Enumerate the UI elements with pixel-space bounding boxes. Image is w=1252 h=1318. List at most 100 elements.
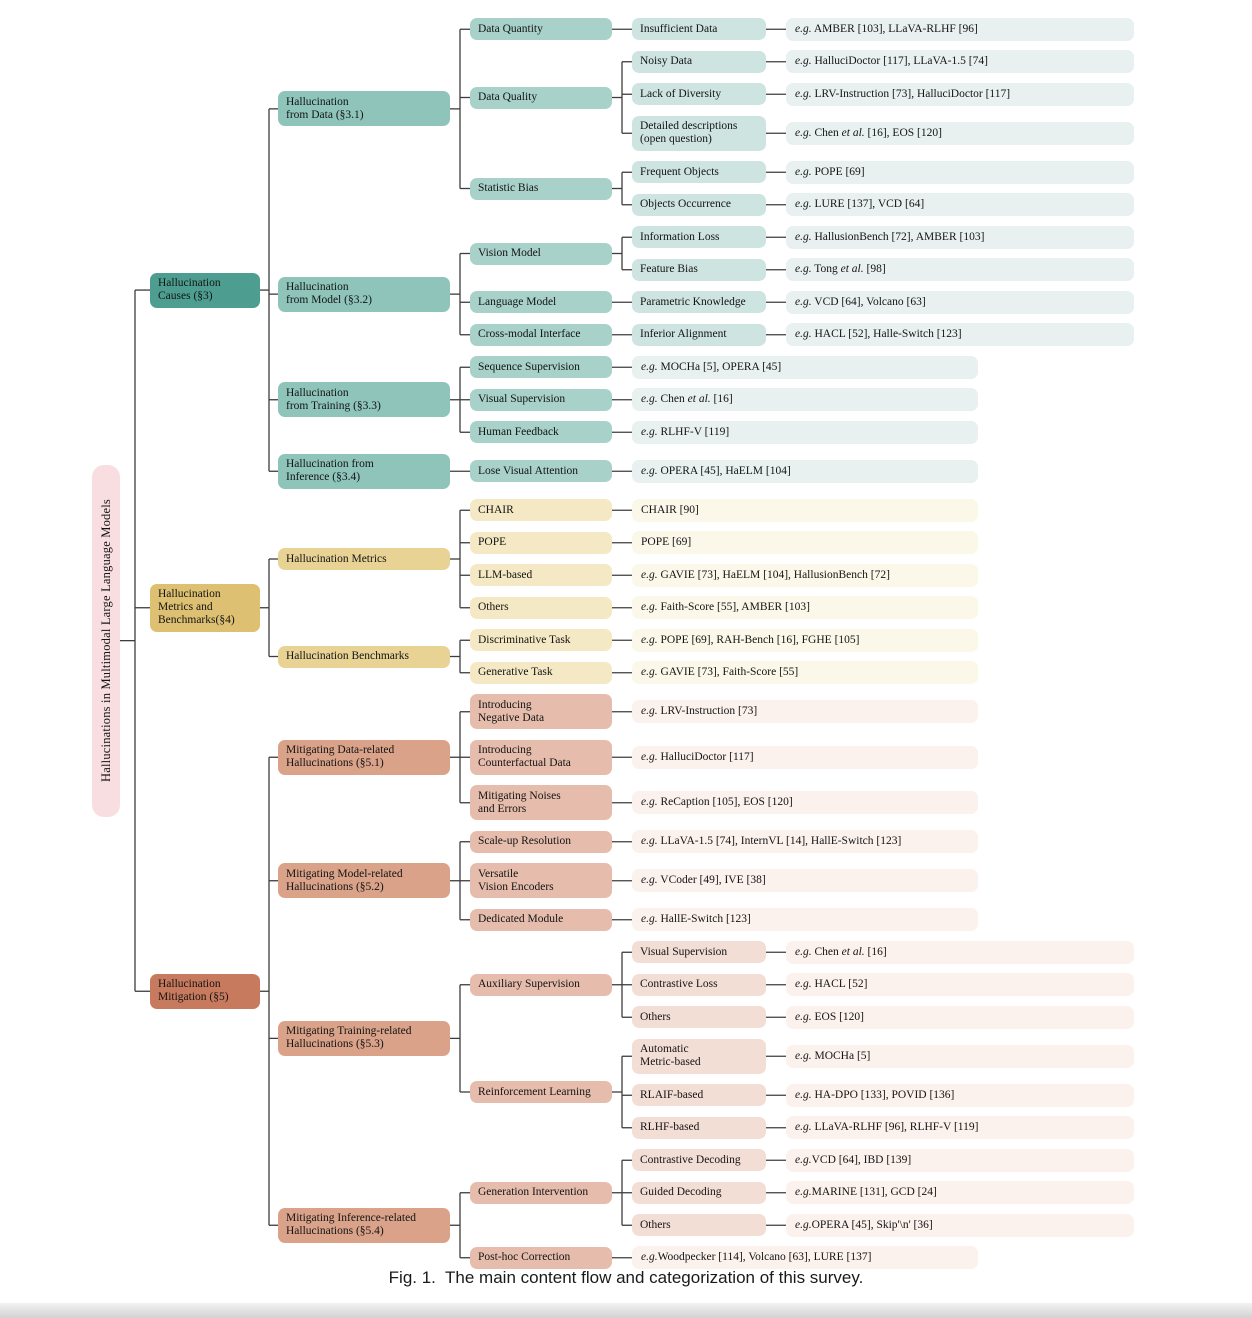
node-generative-task: Generative Task — [470, 661, 612, 684]
root-node: Hallucinations in Multimodal Large Langu… — [92, 464, 120, 817]
node-label: e.g. GAVIE [73], HaELM [104], HallusionB… — [641, 568, 890, 581]
node-visual-supervision: Visual Supervision — [470, 388, 612, 411]
node-label: e.g. LURE [137], VCD [64] — [795, 198, 925, 211]
node-label: e.g. LRV-Instruction [73], HalluciDoctor… — [795, 87, 1011, 100]
node-hallucination-benchmarks: Hallucination Benchmarks — [278, 645, 450, 668]
node-label: Mitigating Inference-related Hallucinati… — [286, 1212, 416, 1238]
leaf-examples: e.g. Chen et al. [16] — [632, 388, 978, 412]
node-rlaif-based: RLAIF-based — [632, 1084, 766, 1107]
node-label: Scale-up Resolution — [478, 835, 571, 848]
node-label: Language Model — [478, 295, 557, 308]
node-hallucination: Hallucination Causes (§3) — [150, 272, 260, 308]
node-label: Visual Supervision — [640, 945, 728, 958]
node-inferior-alignment: Inferior Alignment — [632, 323, 766, 346]
node-label: e.g.MARINE [131], GCD [24] — [795, 1186, 937, 1199]
node-label: Mitigating Noises and Errors — [478, 789, 561, 815]
node-others: Others — [632, 1214, 766, 1237]
node-lose-visual-attention: Lose Visual Attention — [470, 460, 612, 483]
node-scale-up-resolution: Scale-up Resolution — [470, 830, 612, 853]
node-label: e.g. HA-DPO [133], POVID [136] — [795, 1088, 955, 1101]
node-label: Dedicated Module — [478, 913, 564, 926]
node-label: Lack of Diversity — [640, 87, 722, 100]
leaf-examples: e.g. GAVIE [73], HaELM [104], HallusionB… — [632, 563, 978, 587]
node-label: e.g. VCD [64], Volcano [63] — [795, 295, 926, 308]
node-label: Hallucination from Training (§3.3) — [286, 386, 381, 412]
node-label: Mitigating Model-related Hallucinations … — [286, 867, 403, 893]
node-label: e.g. GAVIE [73], Faith-Score [55] — [641, 666, 799, 679]
node-lack-of-diversity: Lack of Diversity — [632, 83, 766, 106]
node-label: Lose Visual Attention — [478, 464, 579, 477]
node-label: RLAIF-based — [640, 1088, 704, 1101]
node-label: e.g. HACL [52], Halle-Switch [123] — [795, 328, 962, 341]
node-label: POPE [69] — [641, 536, 692, 549]
node-label: e.g. LRV-Instruction [73] — [641, 705, 758, 718]
node-label: Insufficient Data — [640, 22, 718, 35]
node-noisy-data: Noisy Data — [632, 50, 766, 73]
node-label: Detailed descriptions (open question) — [640, 120, 738, 146]
node-label: Mitigating Training-related Hallucinatio… — [286, 1025, 412, 1051]
node-label: Generative Task — [478, 666, 553, 679]
node-insufficient-data: Insufficient Data — [632, 18, 766, 41]
leaf-examples: POPE [69] — [632, 531, 978, 555]
node-label: e.g.Woodpecker [114], Volcano [63], LURE… — [641, 1251, 872, 1264]
node-label: Statistic Bias — [478, 182, 539, 194]
node-label: e.g. POPE [69] — [795, 165, 865, 178]
leaf-examples: e.g. HACL [52] — [786, 973, 1134, 997]
node-guided-decoding: Guided Decoding — [632, 1181, 766, 1204]
node-label: e.g. AMBER [103], LLaVA-RLHF [96] — [795, 22, 978, 35]
node-label: Hallucination Metrics and Benchmarks(§4) — [158, 588, 235, 627]
leaf-examples: e.g. MOCHa [5] — [786, 1044, 1134, 1068]
node-label: Discriminative Task — [478, 633, 571, 646]
node-introducing: Introducing Negative Data — [470, 694, 612, 730]
page-bottom-strip — [0, 1303, 1252, 1318]
node-mitigating-model-related: Mitigating Model-related Hallucinations … — [278, 863, 450, 899]
node-automatic: Automatic Metric-based — [632, 1038, 766, 1074]
node-label: LLM-based — [478, 568, 533, 581]
leaf-examples: e.g. Faith-Score [55], AMBER [103] — [632, 596, 978, 620]
node-label: Information Loss — [640, 230, 720, 243]
node-label: e.g. EOS [120] — [795, 1010, 864, 1023]
node-label: e.g. HalluciDoctor [117], LLaVA-1.5 [74] — [795, 55, 988, 68]
node-introducing: Introducing Counterfactual Data — [470, 739, 612, 775]
node-label: e.g. HallE-Switch [123] — [641, 913, 751, 926]
node-label: Auxiliary Supervision — [478, 978, 580, 991]
leaf-examples: e.g. ReCaption [105], EOS [120] — [632, 791, 978, 815]
node-visual-supervision: Visual Supervision — [632, 941, 766, 964]
node-label: Visual Supervision — [478, 393, 566, 406]
node-label: Others — [640, 1010, 671, 1023]
leaf-examples: CHAIR [90] — [632, 498, 978, 522]
leaf-examples: e.g. LLaVA-RLHF [96], RLHF-V [119] — [786, 1116, 1134, 1140]
node-label: Human Feedback — [478, 425, 559, 438]
node-reinforcement-learning: Reinforcement Learning — [470, 1081, 612, 1103]
leaf-examples: e.g. HA-DPO [133], POVID [136] — [786, 1083, 1134, 1107]
node-versatile: Versatile Vision Encoders — [470, 863, 612, 899]
node-contrastive-loss: Contrastive Loss — [632, 973, 766, 996]
node-label: e.g. Chen et al. [16] — [641, 393, 733, 406]
node-label: Guided Decoding — [640, 1186, 722, 1199]
node-language-model: Language Model — [470, 291, 612, 314]
node-others: Others — [632, 1006, 766, 1029]
node-label: Introducing Negative Data — [478, 698, 545, 724]
leaf-examples: e.g. POPE [69] — [786, 160, 1134, 184]
leaf-examples: e.g. HalluciDoctor [117] — [632, 745, 978, 769]
node-hallucination-metrics: Hallucination Metrics — [278, 548, 450, 570]
node-chair: CHAIR — [470, 499, 612, 522]
node-dedicated-module: Dedicated Module — [470, 908, 612, 931]
node-label: e.g.OPERA [45], Skip'\n' [36] — [795, 1218, 933, 1231]
node-auxiliary-supervision: Auxiliary Supervision — [470, 973, 612, 996]
node-label: Hallucinations in Multimodal Large Langu… — [98, 499, 113, 783]
node-label: e.g. Chen et al. [16], EOS [120] — [795, 126, 942, 139]
leaf-examples: e.g. OPERA [45], HaELM [104] — [632, 459, 978, 483]
node-label: Others — [640, 1218, 671, 1231]
leaf-examples: e.g. POPE [69], RAH-Bench [16], FGHE [10… — [632, 628, 978, 652]
node-label: Hallucination from Inference (§3.4) — [286, 458, 374, 484]
node-label: Post-hoc Correction — [478, 1251, 571, 1264]
leaf-examples: e.g.VCD [64], IBD [139] — [786, 1148, 1134, 1172]
node-label: Introducing Counterfactual Data — [478, 744, 571, 770]
node-label: Inferior Alignment — [640, 328, 727, 341]
node-others: Others — [470, 596, 612, 619]
leaf-examples: e.g. AMBER [103], LLaVA-RLHF [96] — [786, 17, 1134, 41]
node-label: e.g. MOCHa [5] — [795, 1049, 871, 1062]
node-label: e.g. HACL [52] — [795, 978, 868, 991]
node-llm-based: LLM-based — [470, 564, 612, 587]
